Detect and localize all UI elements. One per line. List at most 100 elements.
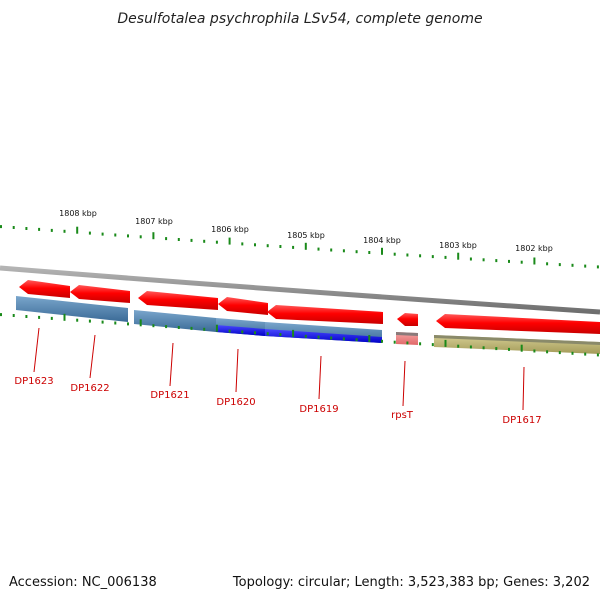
outer-ruler-minor-tick (431, 255, 434, 259)
inner-ruler-minor-tick (419, 342, 422, 346)
outer-ruler-major-tick (533, 257, 536, 265)
outer-ruler-minor-tick (596, 265, 599, 269)
outer-ruler-minor-tick (508, 259, 510, 263)
gene-label-dp1622[interactable]: DP1622 (70, 383, 109, 394)
cds-arrow-dp1622[interactable] (70, 285, 130, 303)
gene-label-dp1620[interactable]: DP1620 (216, 397, 255, 408)
topology-summary-text: Topology: circular; Length: 3,523,383 bp… (232, 575, 590, 590)
outer-ruler-minor-tick (114, 233, 117, 237)
inner-ruler-minor-tick (457, 344, 460, 348)
inner-ruler-major-tick (63, 313, 66, 321)
outer-ruler-major-tick (152, 232, 155, 240)
inner-ruler-minor-tick (38, 315, 41, 319)
outer-ruler-minor-tick (12, 226, 15, 229)
inner-ruler-minor-tick (203, 327, 206, 331)
forward-strand-cds-track (19, 280, 600, 334)
ruler-label-1807: 1807 kbp (135, 217, 173, 226)
inner-ruler-minor-tick (266, 332, 269, 336)
outer-ruler-minor-tick (203, 239, 206, 243)
cds-arrow-dp1620[interactable] (218, 297, 268, 315)
feature-bar-dp1621[interactable] (134, 310, 216, 332)
cds-arrow-dp1617[interactable] (436, 314, 600, 334)
leader-dp1617 (522, 366, 525, 411)
inner-ruler-minor-tick (495, 347, 498, 351)
accession-text: Accession: NC_006138 (9, 575, 157, 590)
gene-label-dp1617[interactable]: DP1617 (502, 415, 541, 426)
inner-ruler-minor-tick (228, 329, 231, 333)
inner-ruler-minor-tick (558, 351, 561, 355)
ruler-label-1806: 1806 kbp (211, 225, 249, 234)
leader-dp1621 (169, 342, 174, 387)
cds-arrow-dp1621[interactable] (138, 291, 218, 310)
ruler-label-1808: 1808 kbp (59, 209, 97, 218)
gene-label-rpst[interactable]: rpsT (391, 410, 414, 421)
outer-ruler-minor-tick (165, 237, 168, 241)
cds-arrow-rpst[interactable] (397, 313, 418, 326)
inner-ruler-minor-tick (482, 346, 485, 350)
inner-ruler-minor-tick (190, 326, 193, 330)
outer-ruler-minor-tick (317, 247, 320, 251)
inner-ruler-minor-tick (584, 352, 587, 356)
outer-ruler-minor-tick (330, 248, 333, 252)
inner-ruler-minor-tick (469, 345, 472, 349)
outer-ruler-major-tick (76, 226, 79, 234)
outer-ruler-minor-tick (393, 252, 396, 256)
leader-dp1619 (318, 355, 322, 400)
outer-ruler-major-tick (381, 247, 383, 255)
gene-label-dp1621[interactable]: DP1621 (150, 390, 189, 401)
cds-arrow-dp1619[interactable] (267, 305, 383, 324)
inner-ruler-minor-tick (342, 337, 345, 341)
gene-label-leaders (33, 327, 525, 411)
outer-ruler-minor-tick (139, 235, 142, 239)
inner-ruler-minor-tick (127, 322, 129, 326)
outer-ruler-major-tick (457, 252, 460, 260)
cds-arrow-dp1623[interactable] (19, 280, 70, 298)
inner-ruler-ticks (0, 313, 599, 357)
inner-ruler-minor-tick (330, 336, 333, 340)
inner-ruler-minor-tick (431, 343, 434, 347)
inner-ruler-minor-tick (546, 350, 549, 354)
outer-ruler-minor-tick (584, 264, 587, 268)
ruler-label-1803: 1803 kbp (439, 241, 477, 250)
feature-bar-dp1619-highlight[interactable] (265, 329, 382, 343)
outer-ruler-minor-tick (38, 227, 41, 231)
inner-ruler-minor-tick (76, 318, 79, 322)
ruler-label-1804: 1804 kbp (363, 236, 401, 245)
reverse-strand-feature-track (16, 296, 600, 354)
inner-ruler-minor-tick (152, 324, 155, 328)
inner-ruler-major-tick (215, 324, 218, 332)
outer-ruler-minor-tick (0, 225, 2, 229)
inner-ruler-minor-tick (88, 319, 91, 323)
outer-ruler-minor-tick (495, 259, 498, 263)
leader-dp1620 (235, 348, 239, 393)
outer-ruler-major-tick (304, 242, 307, 250)
gene-label-dp1619[interactable]: DP1619 (299, 404, 338, 415)
outer-ruler-minor-tick (101, 232, 104, 236)
outer-ruler-minor-tick (558, 263, 561, 267)
outer-ruler-minor-tick (571, 263, 574, 267)
outer-ruler-minor-tick (444, 255, 447, 259)
gene-labels: DP1623 DP1622 DP1621 DP1620 DP1619 rpsT … (14, 376, 541, 426)
outer-ruler-minor-tick (215, 240, 218, 244)
outer-ruler-minor-tick (88, 231, 91, 235)
inner-ruler-minor-tick (279, 333, 282, 336)
inner-ruler-minor-tick (508, 347, 510, 351)
gene-label-dp1623[interactable]: DP1623 (14, 376, 53, 387)
inner-ruler-minor-tick (393, 340, 396, 344)
outer-ruler-minor-tick (406, 253, 409, 257)
leader-dp1622 (89, 334, 96, 379)
feature-bar-rpst-top (396, 332, 418, 336)
outer-ruler-minor-tick (279, 245, 282, 248)
inner-ruler-major-tick (292, 329, 295, 337)
inner-ruler-minor-tick (355, 338, 358, 342)
inner-ruler-minor-tick (571, 351, 574, 355)
feature-bar-dp1623-dp1622[interactable] (16, 296, 128, 322)
map-title: Desulfotalea psychrophila LSv54, complet… (117, 11, 482, 27)
inner-ruler-minor-tick (25, 315, 28, 318)
feature-bar-dp1620-highlight[interactable] (216, 325, 265, 336)
outer-ruler-minor-tick (546, 262, 549, 266)
outer-ruler-minor-tick (469, 257, 472, 261)
ruler-label-1805: 1805 kbp (287, 231, 325, 240)
inner-ruler-major-tick (520, 344, 523, 352)
